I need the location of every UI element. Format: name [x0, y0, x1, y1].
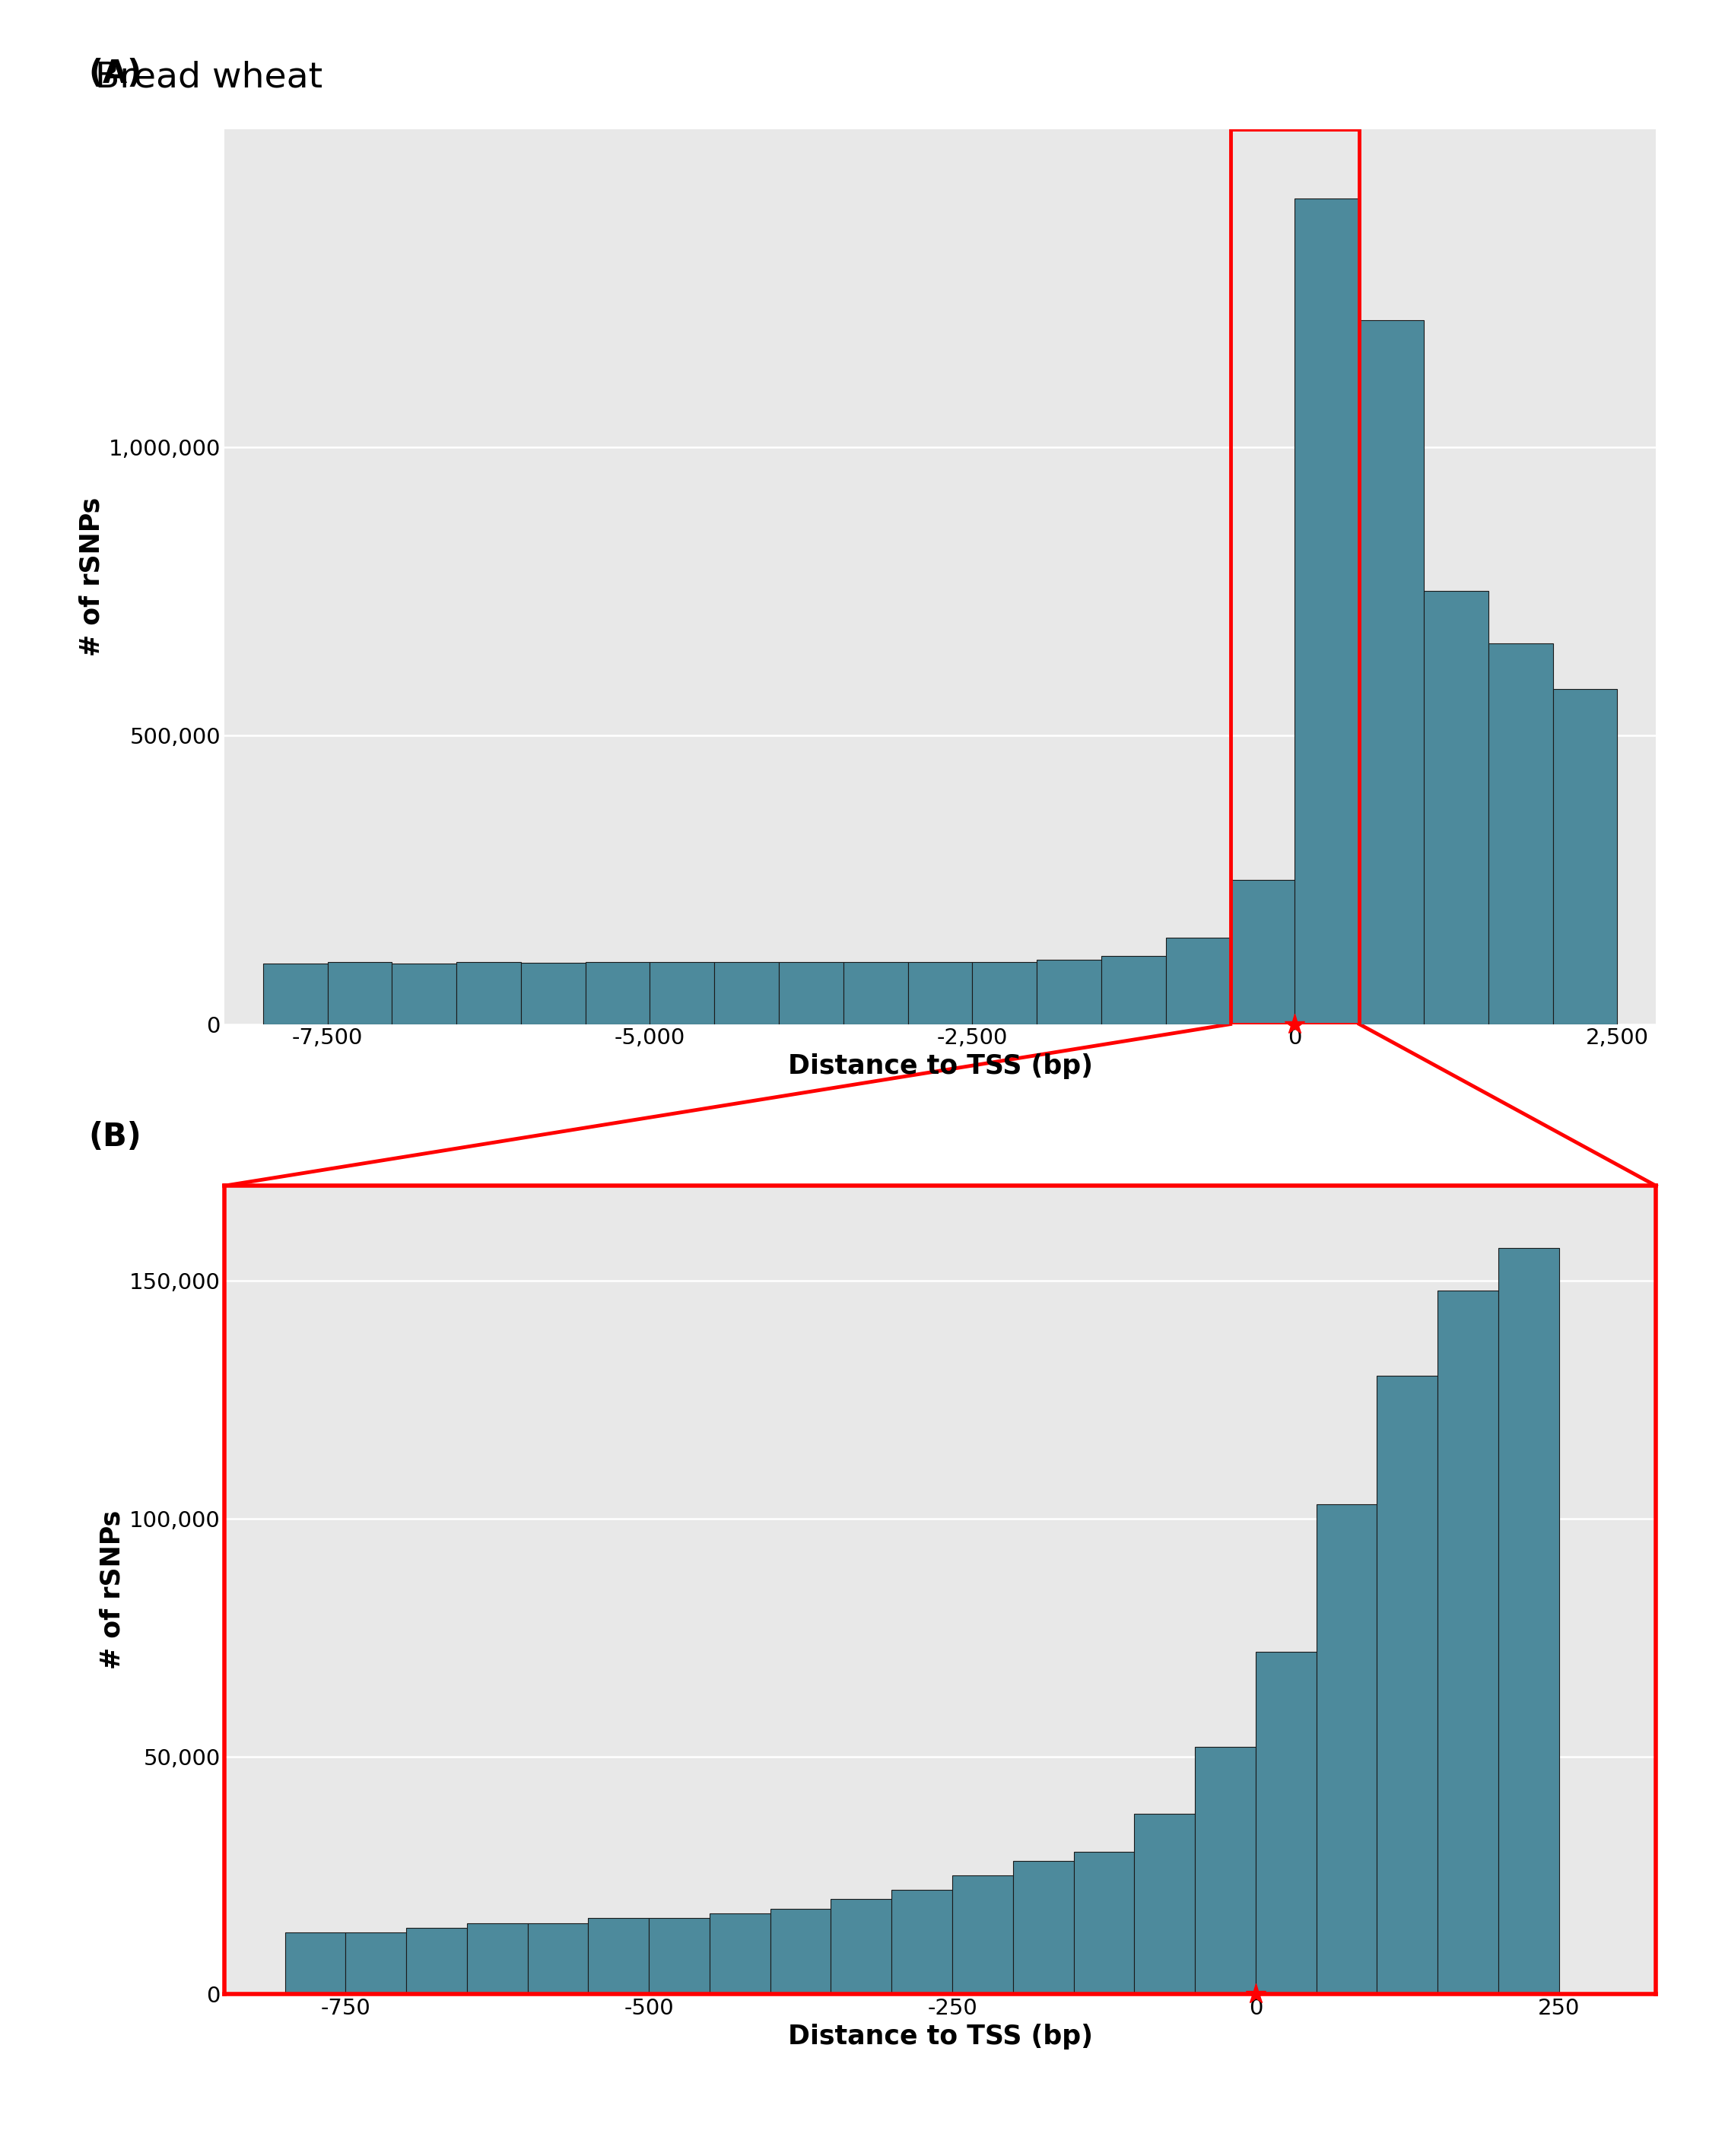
Bar [262, 964, 328, 1024]
Bar [588, 1919, 649, 1994]
Y-axis label: # of rSNPs: # of rSNPs [100, 1511, 126, 1669]
Bar [1423, 591, 1489, 1024]
Bar [285, 1932, 345, 1994]
X-axis label: Distance to TSS (bp): Distance to TSS (bp) [788, 1054, 1092, 1080]
Bar [1489, 642, 1552, 1024]
Bar [1552, 690, 1618, 1024]
Bar [1295, 198, 1359, 1024]
Bar [457, 962, 521, 1024]
Bar [585, 962, 650, 1024]
Bar [1316, 1505, 1377, 1994]
Text: (B): (B) [88, 1121, 141, 1153]
Bar [392, 964, 457, 1024]
Bar [1230, 880, 1295, 1024]
X-axis label: Distance to TSS (bp): Distance to TSS (bp) [788, 2024, 1092, 2050]
Bar [345, 1932, 407, 1994]
Bar [1073, 1852, 1135, 1994]
Bar [328, 962, 392, 1024]
Bar [467, 1923, 528, 1994]
Bar [709, 1915, 771, 1994]
Bar [1195, 1746, 1256, 1994]
Bar [892, 1889, 952, 1994]
Bar [528, 1923, 588, 1994]
Bar [771, 1908, 831, 1994]
Bar [1437, 1291, 1499, 1994]
Bar [907, 962, 973, 1024]
Bar [650, 962, 714, 1024]
Bar [407, 1927, 467, 1994]
Text: Bread wheat: Bread wheat [95, 60, 323, 95]
Bar [1256, 1651, 1316, 1994]
Bar [1101, 955, 1166, 1024]
Bar [714, 962, 780, 1024]
Text: (A): (A) [88, 58, 141, 91]
Bar [780, 962, 844, 1024]
Bar [1135, 1813, 1195, 1994]
Bar [1377, 1376, 1437, 1994]
Bar [1359, 319, 1423, 1024]
Bar [1166, 938, 1230, 1024]
Bar [649, 1919, 709, 1994]
Bar [1013, 1861, 1073, 1994]
Bar [1230, 129, 1359, 1024]
Y-axis label: # of rSNPs: # of rSNPs [78, 498, 103, 655]
Bar [521, 964, 585, 1024]
Bar [1037, 959, 1101, 1024]
Bar [1499, 1248, 1559, 1994]
Bar [952, 1876, 1013, 1994]
Bar [973, 962, 1037, 1024]
Bar [844, 962, 907, 1024]
Bar [831, 1899, 892, 1994]
